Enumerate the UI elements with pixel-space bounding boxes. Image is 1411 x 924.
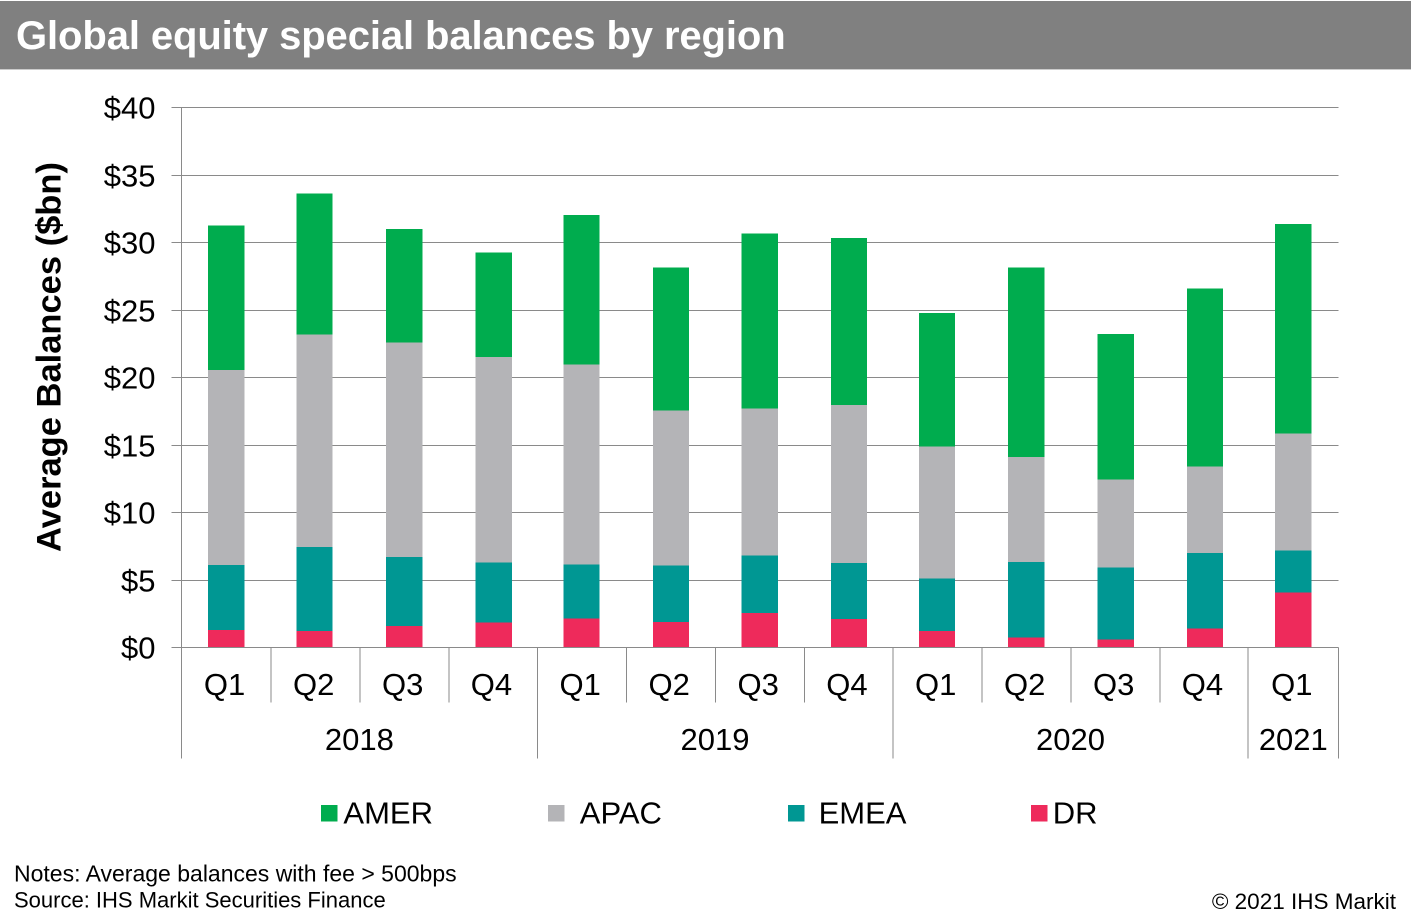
svg-text:Q4: Q4 — [471, 667, 512, 702]
svg-text:$20: $20 — [104, 360, 156, 395]
svg-text:2021: 2021 — [1259, 722, 1328, 757]
svg-text:$35: $35 — [104, 158, 156, 193]
svg-text:$15: $15 — [104, 428, 156, 463]
svg-text:Global equity special balances: Global equity special balances by region — [16, 14, 786, 58]
svg-text:Q2: Q2 — [293, 667, 334, 702]
svg-text:Q4: Q4 — [826, 667, 867, 702]
svg-text:Q1: Q1 — [560, 667, 601, 702]
svg-text:Notes: Average balances with f: Notes: Average balances with fee > 500bp… — [14, 861, 457, 887]
svg-text:$0: $0 — [121, 630, 155, 665]
svg-text:Average Balances ($bn): Average Balances ($bn) — [30, 162, 68, 552]
svg-text:$5: $5 — [121, 563, 155, 598]
svg-text:$10: $10 — [104, 495, 156, 530]
svg-text:© 2021 IHS Markit: © 2021 IHS Markit — [1212, 889, 1397, 914]
svg-text:Q1: Q1 — [915, 667, 956, 702]
svg-text:Q2: Q2 — [649, 667, 690, 702]
svg-text:Q3: Q3 — [382, 667, 423, 702]
svg-text:2018: 2018 — [325, 722, 394, 757]
svg-text:2019: 2019 — [681, 722, 750, 757]
svg-text:$30: $30 — [104, 225, 156, 260]
svg-text:Q2: Q2 — [1004, 667, 1045, 702]
svg-text:2020: 2020 — [1036, 722, 1105, 757]
svg-text:Q3: Q3 — [738, 667, 779, 702]
svg-text:$25: $25 — [104, 293, 156, 328]
svg-text:APAC: APAC — [580, 796, 662, 831]
svg-text:Q4: Q4 — [1182, 667, 1223, 702]
svg-text:Source: IHS Markit Securities: Source: IHS Markit Securities Finance — [14, 888, 386, 913]
svg-text:Q1: Q1 — [204, 667, 245, 702]
svg-text:Q1: Q1 — [1271, 667, 1312, 702]
svg-text:Q3: Q3 — [1093, 667, 1134, 702]
svg-text:$40: $40 — [104, 90, 156, 125]
svg-text:DR: DR — [1053, 796, 1098, 831]
svg-text:EMEA: EMEA — [819, 796, 907, 831]
svg-text:AMER: AMER — [343, 796, 433, 831]
